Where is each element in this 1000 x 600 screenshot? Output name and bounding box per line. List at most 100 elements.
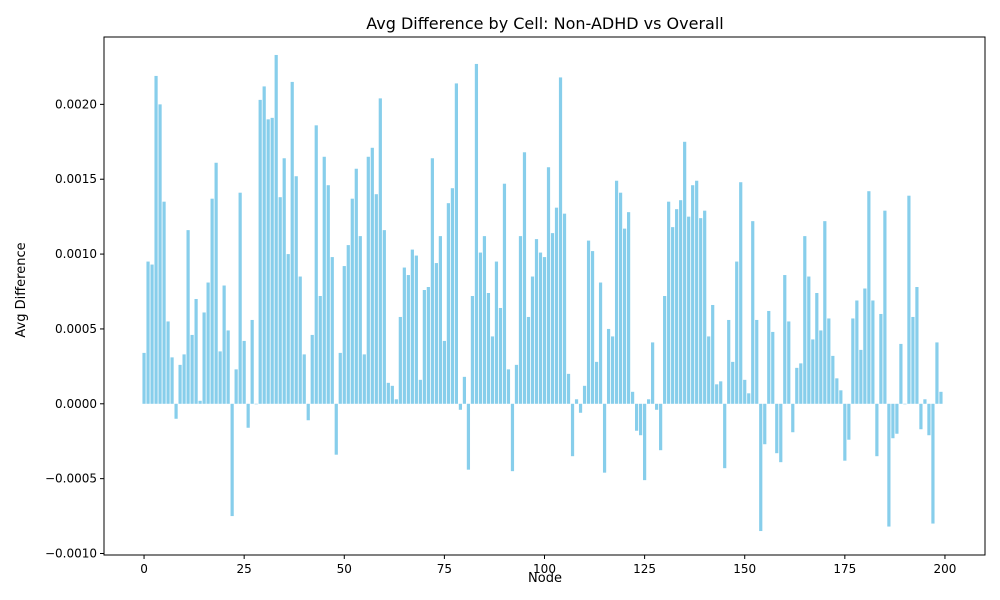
bar — [266, 119, 270, 404]
bar — [454, 83, 459, 404]
bar — [442, 340, 446, 404]
bar — [394, 399, 398, 404]
bar — [739, 182, 743, 404]
bar — [667, 201, 671, 404]
bar — [919, 403, 923, 430]
bar — [859, 349, 863, 404]
bar — [823, 221, 827, 404]
bar — [783, 275, 787, 404]
bar — [214, 162, 218, 404]
bar — [879, 313, 883, 404]
bar — [290, 81, 294, 404]
bar — [550, 233, 555, 404]
bar — [478, 252, 483, 404]
bar — [294, 176, 298, 404]
bar — [182, 354, 186, 404]
bar — [202, 312, 206, 404]
bar — [843, 403, 847, 461]
bar — [298, 276, 302, 404]
bar — [462, 376, 467, 404]
bar — [350, 198, 354, 404]
bar — [771, 331, 775, 404]
bar — [154, 75, 158, 404]
bar — [807, 276, 811, 404]
bar — [538, 252, 543, 404]
bar — [759, 403, 763, 532]
bar — [719, 381, 723, 404]
bar — [891, 403, 895, 439]
bar — [398, 316, 402, 404]
bar — [502, 183, 507, 404]
bar — [562, 213, 567, 404]
bars-group — [142, 54, 943, 532]
bar — [498, 307, 503, 404]
x-tick-label: 200 — [934, 562, 957, 576]
bar — [322, 156, 326, 404]
bar — [695, 180, 699, 404]
bar — [795, 367, 799, 404]
x-tick-label: 100 — [533, 562, 556, 576]
bar — [570, 403, 575, 457]
bar — [146, 261, 150, 404]
y-axis-ticks: −0.0010 −0.0005 0.0000 0.0005 0.0010 0.0015 0.… — [45, 97, 104, 561]
x-tick-label: 150 — [733, 562, 756, 576]
bar — [883, 210, 887, 404]
bar — [166, 321, 170, 404]
bar — [839, 390, 843, 404]
chart-title: Avg Difference by Cell: Non-ADHD vs Over… — [366, 14, 723, 33]
bar — [318, 296, 322, 404]
bar — [582, 385, 587, 404]
y-axis-label: Avg Difference — [14, 242, 29, 337]
bar — [386, 382, 390, 404]
bar — [851, 318, 855, 404]
bar — [494, 261, 499, 404]
bar — [238, 192, 242, 404]
bar — [663, 296, 667, 404]
bar — [218, 351, 222, 404]
bar — [390, 385, 394, 404]
y-tick-label: 0.0000 — [55, 397, 97, 411]
bar — [518, 236, 523, 404]
bar — [302, 354, 306, 404]
bar — [314, 125, 318, 404]
bar — [474, 63, 479, 404]
bar — [659, 403, 663, 451]
bar — [546, 167, 551, 404]
bar — [671, 227, 675, 404]
bar — [675, 209, 679, 404]
bar — [618, 192, 623, 404]
bar — [486, 293, 491, 404]
bar — [346, 245, 350, 404]
bar — [723, 403, 727, 469]
bar — [855, 300, 859, 404]
bar — [574, 399, 579, 404]
bar — [250, 319, 254, 404]
bar — [278, 197, 282, 404]
bar — [466, 403, 471, 470]
bar — [875, 403, 879, 457]
bar — [779, 403, 783, 463]
x-axis-ticks: 0 25 50 75 100 125 150 175 200 — [140, 555, 956, 576]
bar — [554, 207, 559, 404]
bar — [162, 201, 166, 404]
bar — [594, 361, 599, 404]
bar — [899, 343, 903, 404]
bar — [647, 399, 651, 404]
bar — [382, 230, 386, 404]
bar — [602, 403, 607, 473]
bar — [446, 203, 450, 404]
bar — [438, 236, 442, 404]
bar — [342, 266, 346, 404]
bar — [827, 318, 831, 404]
y-tick-label: 0.0010 — [55, 247, 97, 261]
bar — [863, 288, 867, 404]
bar — [482, 236, 487, 404]
bar — [939, 391, 943, 404]
bar — [767, 310, 771, 404]
bar — [338, 352, 342, 404]
y-tick-label: −0.0005 — [45, 472, 97, 486]
bar — [258, 99, 262, 404]
bar — [635, 403, 639, 431]
bar — [542, 257, 547, 404]
